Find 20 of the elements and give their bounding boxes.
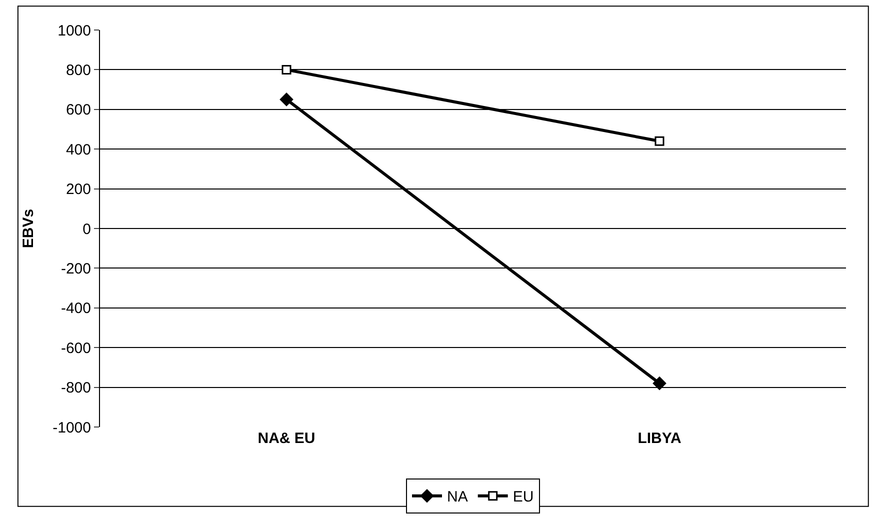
point	[282, 64, 292, 74]
x-tick-label: LIBYA	[638, 430, 682, 447]
legend-label: EU	[512, 488, 534, 506]
point	[652, 376, 666, 390]
y-tick-label: 400	[66, 141, 91, 158]
y-tick-label: -600	[60, 340, 91, 357]
y-tick-label: -1000	[52, 419, 91, 436]
point	[280, 92, 294, 106]
y-tick-label: 1000	[58, 22, 91, 40]
y-axis-title: EBVs	[20, 208, 37, 248]
y-tick-label: 800	[66, 62, 91, 79]
y-tick-label: 600	[66, 102, 91, 119]
y-tick-label: -800	[60, 380, 91, 397]
y-tick-label: -400	[60, 300, 91, 318]
point	[654, 136, 664, 146]
y-tick-label: 0	[82, 220, 91, 238]
y-tick-label: -200	[60, 260, 91, 278]
x-tick-label: NA& EU	[258, 430, 316, 447]
y-tick-label: 200	[66, 181, 91, 198]
legend-label: NA	[447, 488, 468, 506]
